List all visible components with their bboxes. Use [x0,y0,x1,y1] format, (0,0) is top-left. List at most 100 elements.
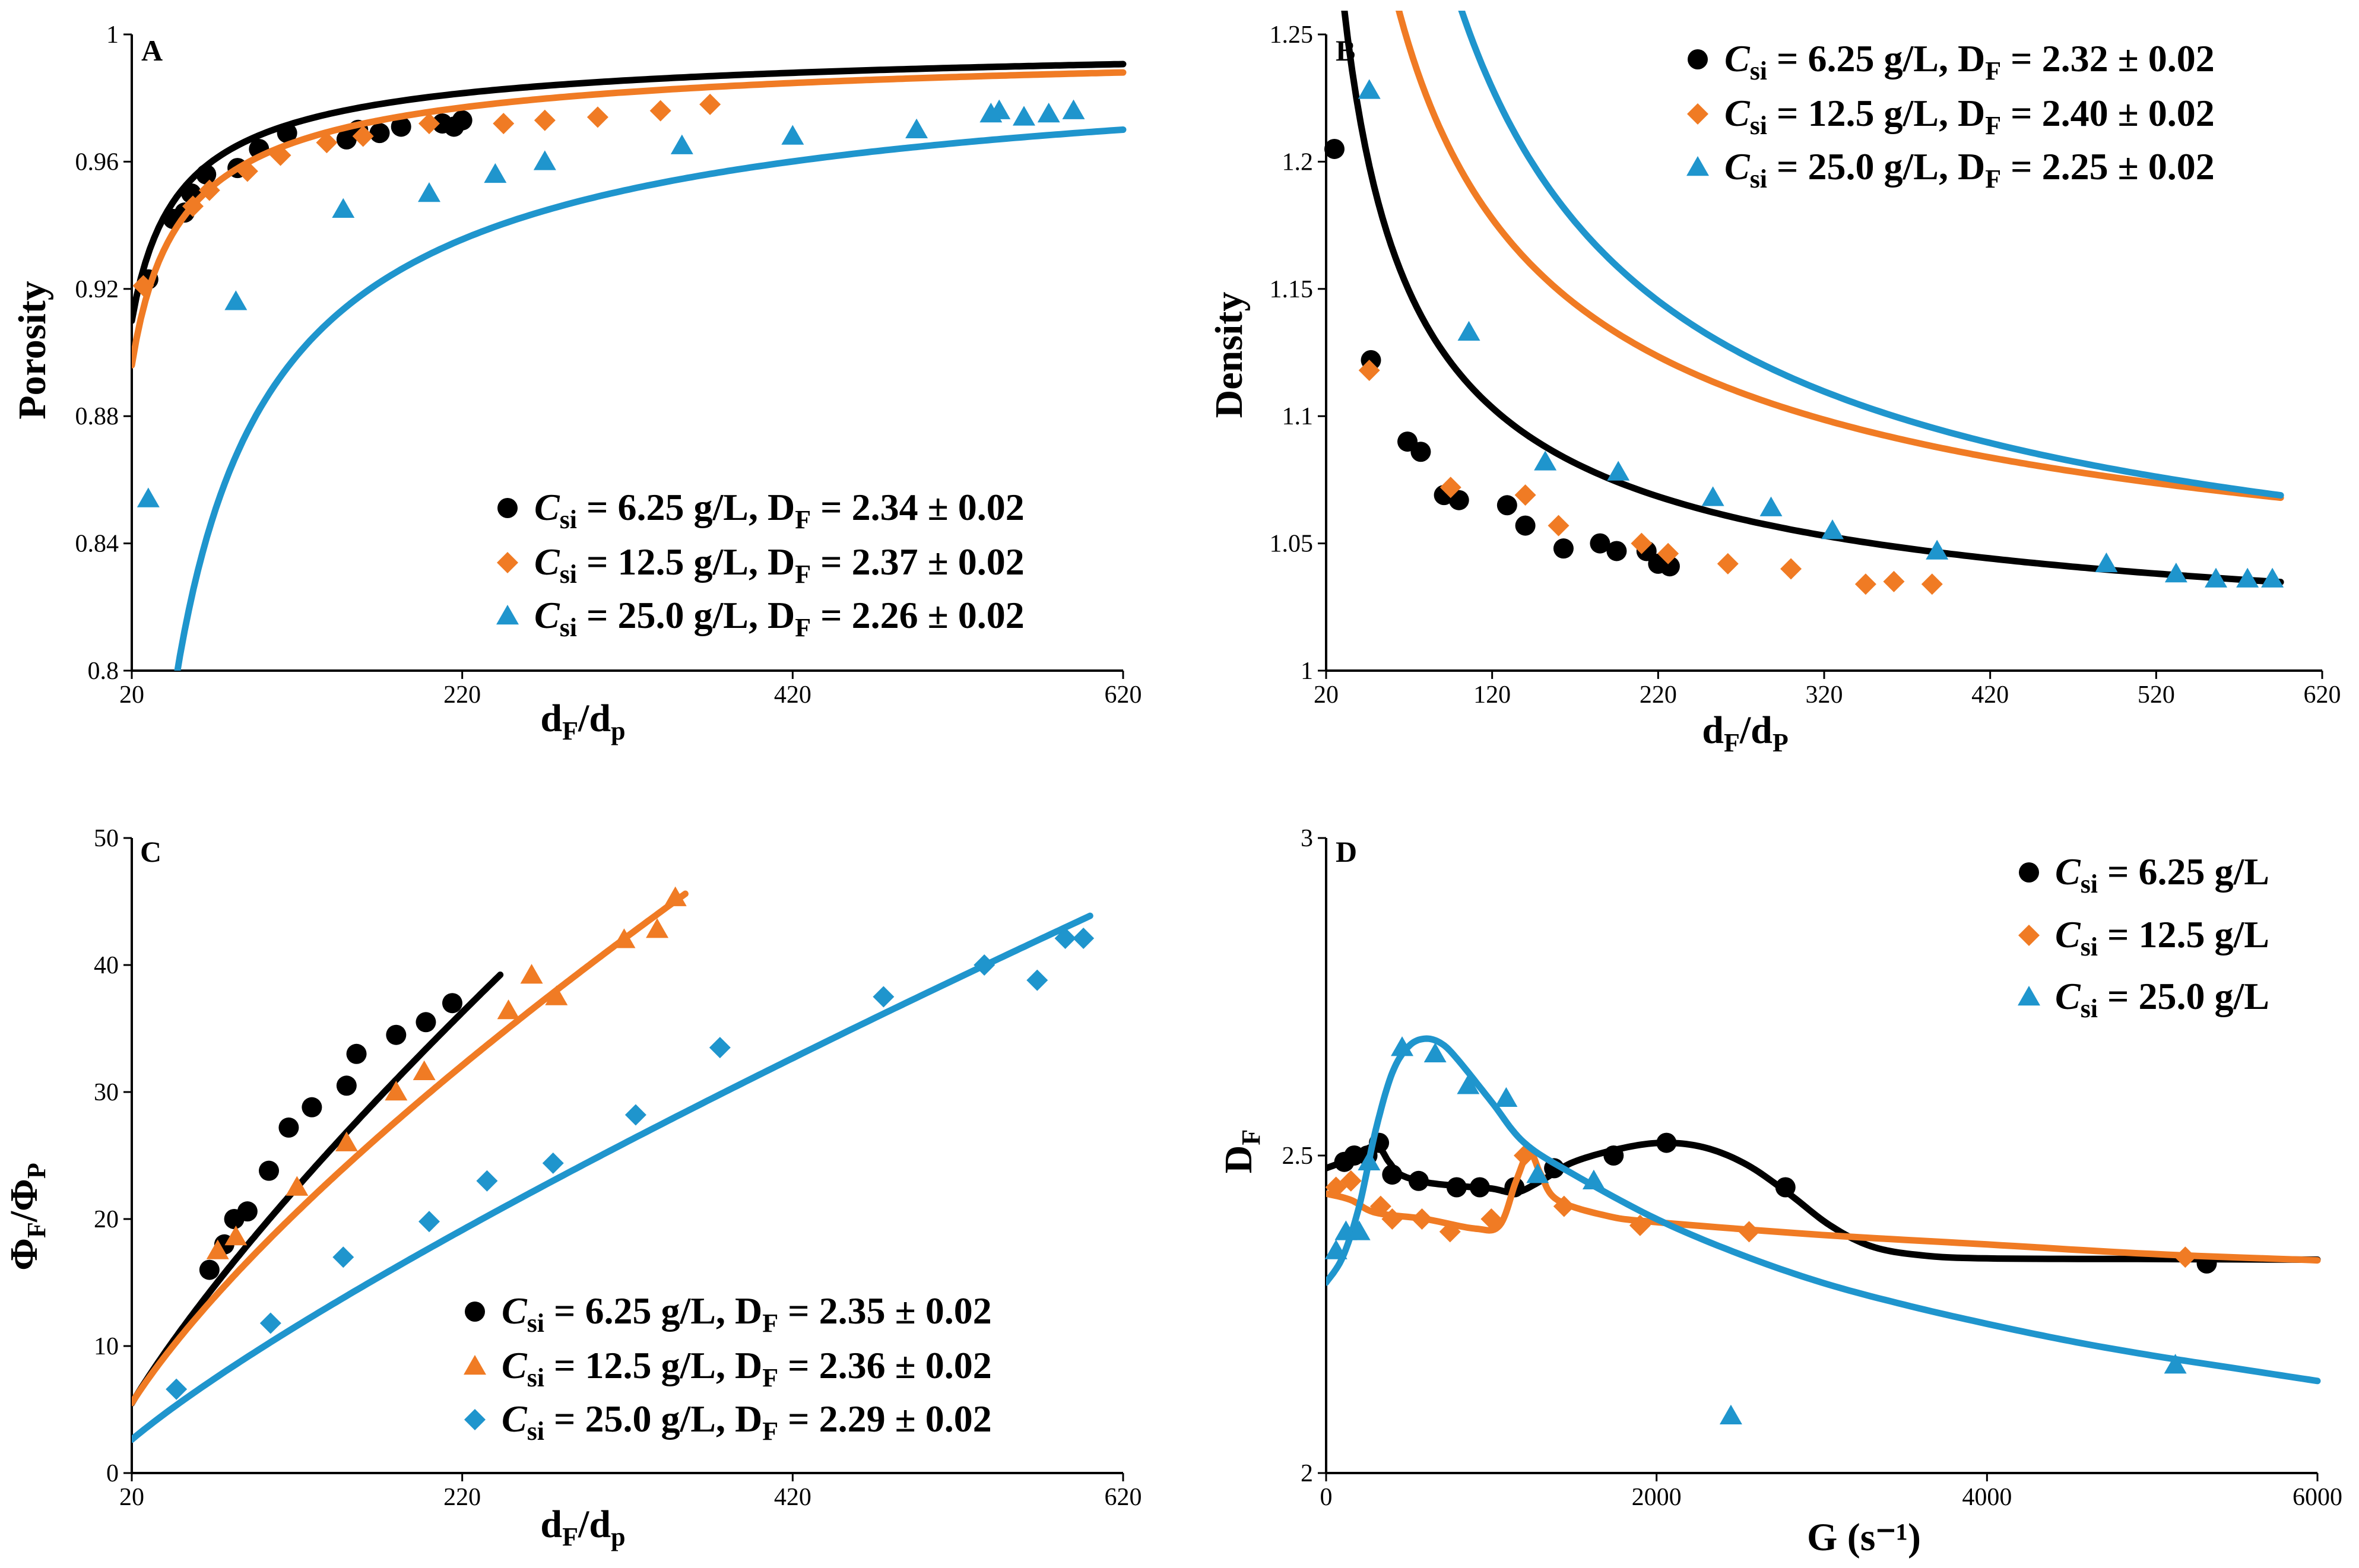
panel-a-ytick-label: 0.92 [75,276,119,303]
panel-a-series-2-point [418,113,440,135]
legend-text-b-1: Csi = 6.25 g/L, DF = 2.32 ± 0.02 [1724,37,2215,85]
panel-c-ylabel: ΦF/ΦP [2,1163,51,1271]
panel-c-series-2-point [286,1176,309,1196]
panel-a-series-2-point [132,275,154,297]
legend-text-b-3: Csi = 25.0 g/L, DF = 2.25 ± 0.02 [1724,145,2215,193]
panel-d-ylabel: DF [1217,1129,1266,1174]
panel-c-ytick-label: 50 [94,825,119,852]
panel-a-ytick-label: 0.88 [75,403,119,430]
panel-a-ytick-label: 0.8 [88,658,119,685]
panel-c-series-2-point [646,918,669,938]
panel-b-series-1-point [1324,138,1345,159]
panel-b-series-2-point [1921,573,1943,595]
panel-d-series-1-point [1775,1177,1796,1198]
panel-d-ytick-label: 2 [1301,1460,1313,1487]
legend-text-d-1: Csi = 6.25 g/L [2055,850,2269,899]
panel-c-series-3-point [259,1312,281,1334]
panel-a-series-3-point [905,118,928,139]
panel-b-xtick-label: 20 [1314,681,1339,709]
panel-a-series-3-point [332,198,355,218]
panel-b-series-3-point [2205,567,2228,588]
panel-d-ytick-label: 3 [1301,825,1313,852]
panel-a-fit-line-2 [132,69,1127,369]
panel-a-series-3-point [418,182,440,202]
panel-b-series-3-point [1821,519,1844,539]
panel-c-ytick-label: 10 [94,1333,119,1360]
panel-b-series-3-point [2164,563,2187,583]
panel-c-series-1-point [346,1043,367,1064]
panel-b-series-3-point [1759,496,1783,516]
panel-d-series-1-point [1656,1132,1677,1153]
panel-c-xtick-label: 220 [443,1484,481,1511]
panel-b-series-3-point [1534,450,1557,471]
panel-a-series-1-point [369,123,390,144]
panel-a-ylabel: Porosity [11,281,54,419]
panel-c-fit-line-3 [132,912,1093,1443]
panel-c-series-1-point [237,1201,258,1222]
panel-c-series-2-point [520,964,543,984]
panel-b-xtick-label: 220 [1640,681,1677,709]
panel-b-series-2-point [1780,558,1802,580]
panel-a-series-2-point [182,195,204,217]
panel-a-series-1-point [391,116,411,137]
panel-c-series-1-point [442,993,462,1014]
panel-b-series-3-point [1926,539,1949,560]
panel-c-series-1-point [336,1075,357,1096]
panel-a-legend-marker-1 [497,498,518,518]
panel-letter-a: A [141,34,163,67]
panel-c-series-3-point [709,1037,731,1059]
panel-a-series-2-point [534,109,556,131]
panel-letter-d: D [1336,835,1357,868]
panel-b-series-2-point [1358,360,1380,382]
legend-text-a-2: Csi = 12.5 g/L, DF = 2.37 ± 0.02 [534,541,1025,589]
panel-b-series-1-point [1515,515,1536,536]
panel-d-series-1-point [1603,1145,1624,1166]
panel-a-series-3-point [781,125,804,145]
panel-a-fit-line-1 [132,61,1127,324]
panel-c-series-3-point [873,986,895,1008]
panel-a-series-3-point [224,290,248,310]
panel-c-series-1-point [278,1117,299,1138]
panel-d-series-3-point [1457,1074,1480,1094]
panel-c-series-2-point [613,928,636,948]
panel-b-fit-line-2 [1396,11,2284,501]
panel-a-xtick-label: 620 [1105,681,1142,709]
panel-c-ytick-label: 40 [94,952,119,979]
panel-b-series-2-point [1440,477,1461,499]
panel-c-series-2-point [413,1060,436,1081]
panel-c-series-1-point [259,1160,280,1181]
panel-c-ytick-label: 0 [106,1460,119,1487]
panel-a-series-2-point [269,144,291,166]
panel-b-ytick-label: 1.25 [1270,21,1314,49]
panel-d-series-1-point [1446,1177,1467,1198]
panel-b-fit-line-3 [1458,11,2284,499]
panel-d-series-3-point [1526,1163,1549,1183]
panel-a-legend-marker-2 [497,552,518,573]
panel-letter-c: C [140,835,161,868]
panel-d-xtick-label: 0 [1320,1484,1333,1511]
panel-c-xtick-label: 20 [119,1484,144,1511]
panel-a-series-1-point [196,164,217,185]
panel-d-xtick-label: 4000 [1962,1484,2012,1511]
legend-text-a-1: Csi = 6.25 g/L, DF = 2.34 ± 0.02 [534,486,1025,534]
panel-d-fit-line-1 [1326,1140,2321,1263]
panel-c-series-3-point [1073,928,1095,950]
panel-a-ytick-label: 1 [106,21,119,49]
panel-b-series-2-point [1657,542,1679,564]
panel-a-series-2-point [352,125,374,147]
panel-a-series-3-point [670,134,693,154]
panel-d-series-2-point [1369,1195,1391,1217]
panel-a-xtick-label: 420 [774,681,811,709]
panel-c-series-2-point [664,886,687,906]
panel-b-xtick-label: 520 [2138,681,2175,709]
panel-a-xtick-label: 220 [443,681,481,709]
panel-b-series-3-point [1701,486,1724,506]
panel-c-ytick-label: 20 [94,1206,119,1233]
panel-c-series-2-point [206,1239,229,1259]
legend-text-a-3: Csi = 25.0 g/L, DF = 2.26 ± 0.02 [534,594,1025,642]
panel-a: 20 220 420 620 0.8 0.84 0.88 0.92 0.96 1 [75,21,1142,709]
panel-a-series-2-point [198,179,220,201]
panel-b-series-2-point [1854,573,1876,595]
panel-d-series-3-point [1719,1404,1742,1424]
